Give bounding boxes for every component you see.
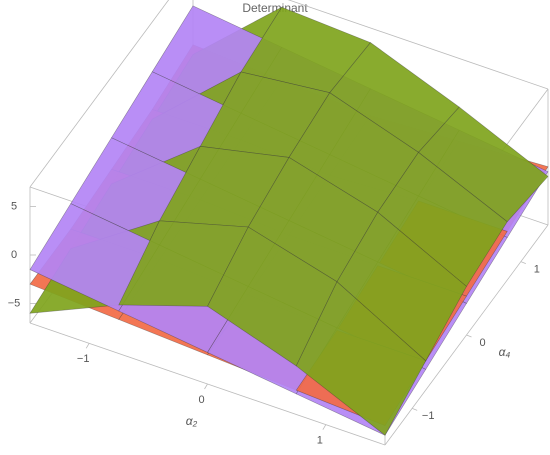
- box-edge: [29, 0, 170, 188]
- x-axis-label: α₂: [186, 414, 198, 428]
- x-tick-label: 1: [317, 435, 323, 447]
- box-edge: [287, 0, 549, 90]
- x-tick: [322, 424, 327, 430]
- z-tick-label: 5: [11, 200, 17, 212]
- y-tick: [412, 407, 418, 411]
- z-tick-label: −5: [8, 297, 21, 309]
- x-tick-label: −1: [77, 353, 90, 365]
- y-tick-label: 1: [534, 264, 540, 276]
- x-tick: [204, 383, 208, 390]
- y-tick: [520, 261, 526, 265]
- z-tick-label: 0: [11, 249, 17, 261]
- y-tick-label: −1: [422, 410, 435, 422]
- surface-patch: [295, 281, 427, 436]
- y-axis-label: α₄: [499, 345, 511, 359]
- y-tick-label: 0: [479, 337, 485, 349]
- x-tick-label: 0: [198, 394, 204, 406]
- y-tick: [466, 334, 472, 338]
- x-tick: [85, 343, 90, 349]
